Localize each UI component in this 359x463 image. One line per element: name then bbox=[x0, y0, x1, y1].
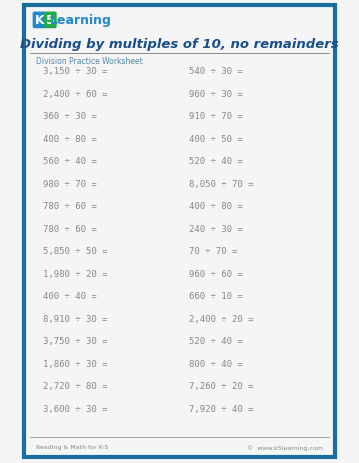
Text: 960 ÷ 60 =: 960 ÷ 60 = bbox=[189, 269, 243, 278]
Text: 400 ÷ 80 =: 400 ÷ 80 = bbox=[42, 135, 96, 144]
Text: 400 ÷ 80 =: 400 ÷ 80 = bbox=[189, 202, 243, 211]
Text: 8,050 ÷ 70 =: 8,050 ÷ 70 = bbox=[189, 179, 253, 188]
Text: 3,150 ÷ 30 =: 3,150 ÷ 30 = bbox=[42, 67, 107, 76]
Text: 7,260 ÷ 20 =: 7,260 ÷ 20 = bbox=[189, 381, 253, 390]
Text: 3,600 ÷ 30 =: 3,600 ÷ 30 = bbox=[42, 404, 107, 413]
Text: Learning: Learning bbox=[50, 14, 112, 27]
Text: 8,910 ÷ 30 =: 8,910 ÷ 30 = bbox=[42, 314, 107, 323]
Text: 2,400 ÷ 20 =: 2,400 ÷ 20 = bbox=[189, 314, 253, 323]
Text: 400 ÷ 40 =: 400 ÷ 40 = bbox=[42, 292, 96, 300]
Text: 7,920 ÷ 40 =: 7,920 ÷ 40 = bbox=[189, 404, 253, 413]
Text: 5,850 ÷ 50 =: 5,850 ÷ 50 = bbox=[42, 247, 107, 256]
Text: 800 ÷ 40 =: 800 ÷ 40 = bbox=[189, 359, 243, 368]
Text: 910 ÷ 70 =: 910 ÷ 70 = bbox=[189, 112, 243, 121]
Text: 360 ÷ 30 =: 360 ÷ 30 = bbox=[42, 112, 96, 121]
Text: 520 ÷ 40 =: 520 ÷ 40 = bbox=[189, 337, 243, 345]
FancyBboxPatch shape bbox=[24, 6, 335, 457]
Text: 70 ÷ 70 =: 70 ÷ 70 = bbox=[189, 247, 237, 256]
Text: 400 ÷ 50 =: 400 ÷ 50 = bbox=[189, 135, 243, 144]
Text: 5: 5 bbox=[46, 14, 55, 27]
Text: 1,980 ÷ 20 =: 1,980 ÷ 20 = bbox=[42, 269, 107, 278]
Text: 560 ÷ 40 =: 560 ÷ 40 = bbox=[42, 157, 96, 166]
Text: K: K bbox=[34, 14, 44, 27]
Text: 780 ÷ 60 =: 780 ÷ 60 = bbox=[42, 224, 96, 233]
Text: 660 ÷ 10 =: 660 ÷ 10 = bbox=[189, 292, 243, 300]
Text: Reading & Math for K-5: Reading & Math for K-5 bbox=[36, 444, 108, 449]
Text: 780 ÷ 60 =: 780 ÷ 60 = bbox=[42, 202, 96, 211]
Text: 1,860 ÷ 30 =: 1,860 ÷ 30 = bbox=[42, 359, 107, 368]
Text: 2,400 ÷ 60 =: 2,400 ÷ 60 = bbox=[42, 90, 107, 99]
Text: ©  www.k5learning.com: © www.k5learning.com bbox=[247, 444, 323, 450]
Text: Division Practice Worksheet: Division Practice Worksheet bbox=[36, 56, 143, 66]
Text: 960 ÷ 30 =: 960 ÷ 30 = bbox=[189, 90, 243, 99]
Text: 2,720 ÷ 80 =: 2,720 ÷ 80 = bbox=[42, 381, 107, 390]
Text: 540 ÷ 30 =: 540 ÷ 30 = bbox=[189, 67, 243, 76]
Text: 520 ÷ 40 =: 520 ÷ 40 = bbox=[189, 157, 243, 166]
Text: 3,750 ÷ 30 =: 3,750 ÷ 30 = bbox=[42, 337, 107, 345]
Text: Dividing by multiples of 10, no remainders: Dividing by multiples of 10, no remainde… bbox=[20, 38, 339, 50]
Text: 240 ÷ 30 =: 240 ÷ 30 = bbox=[189, 224, 243, 233]
Text: 980 ÷ 70 =: 980 ÷ 70 = bbox=[42, 179, 96, 188]
